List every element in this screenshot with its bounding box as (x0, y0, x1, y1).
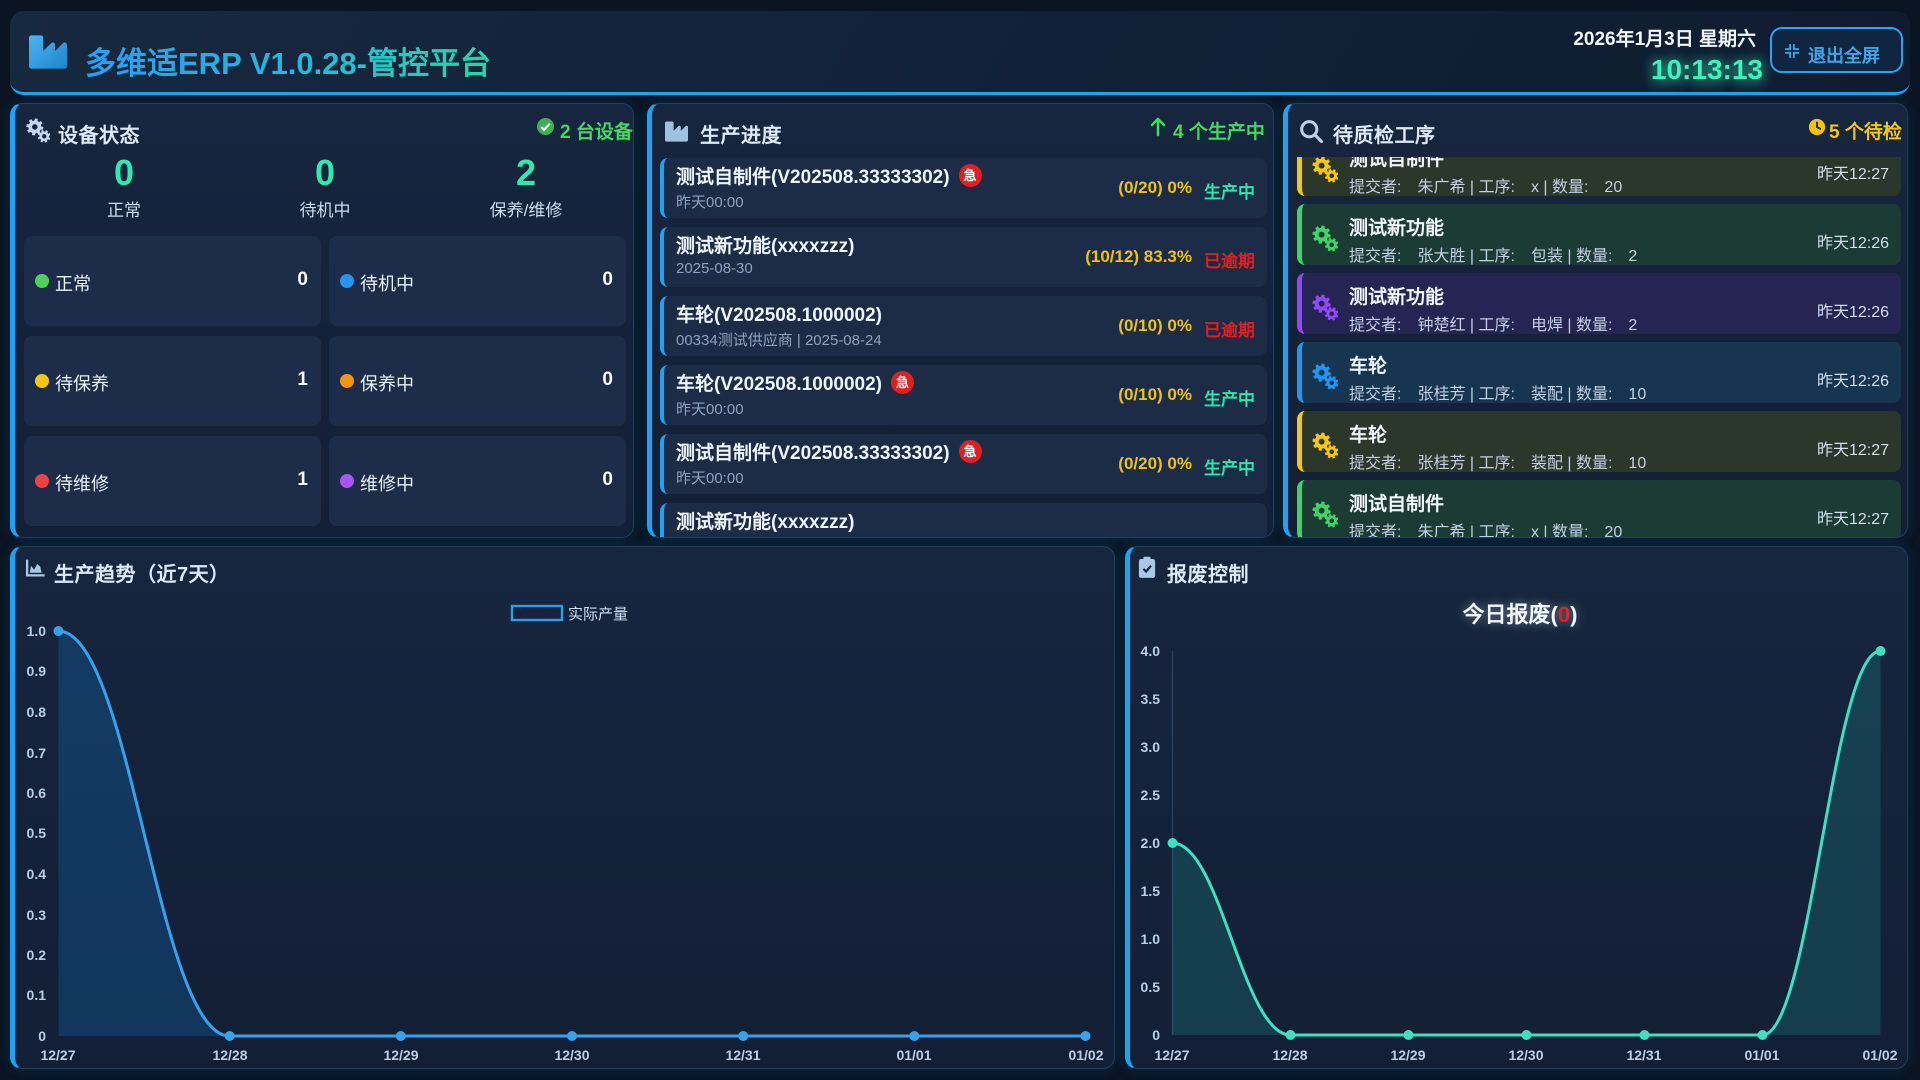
svg-text:1.5: 1.5 (1141, 883, 1161, 899)
svg-text:12/29: 12/29 (1390, 1047, 1425, 1063)
svg-text:4.0: 4.0 (1141, 643, 1161, 659)
svg-text:12/30: 12/30 (1508, 1047, 1543, 1063)
svg-text:0.5: 0.5 (1141, 979, 1161, 995)
svg-text:0.5: 0.5 (27, 825, 47, 841)
svg-text:0.7: 0.7 (27, 745, 47, 761)
svg-text:0.8: 0.8 (27, 704, 47, 720)
svg-text:12/31: 12/31 (725, 1047, 760, 1063)
svg-text:01/02: 01/02 (1068, 1047, 1103, 1063)
svg-text:0.9: 0.9 (27, 663, 47, 679)
svg-text:2.5: 2.5 (1141, 787, 1161, 803)
svg-text:3.0: 3.0 (1141, 739, 1161, 755)
svg-text:0: 0 (38, 1028, 46, 1044)
svg-text:01/02: 01/02 (1862, 1047, 1897, 1063)
svg-text:3.5: 3.5 (1141, 691, 1161, 707)
svg-text:0.2: 0.2 (27, 947, 47, 963)
svg-text:12/29: 12/29 (383, 1047, 418, 1063)
svg-text:0.4: 0.4 (27, 866, 47, 882)
svg-text:12/28: 12/28 (1272, 1047, 1307, 1063)
svg-text:01/01: 01/01 (1744, 1047, 1779, 1063)
svg-text:12/28: 12/28 (212, 1047, 247, 1063)
svg-text:0.1: 0.1 (27, 987, 47, 1003)
svg-text:实际产量: 实际产量 (568, 606, 628, 623)
svg-text:12/30: 12/30 (554, 1047, 589, 1063)
svg-text:01/01: 01/01 (896, 1047, 931, 1063)
svg-text:1.0: 1.0 (27, 623, 47, 639)
svg-text:1.0: 1.0 (1141, 931, 1161, 947)
svg-text:0.6: 0.6 (27, 785, 47, 801)
svg-text:12/27: 12/27 (40, 1047, 75, 1063)
svg-text:2.0: 2.0 (1141, 835, 1161, 851)
svg-text:12/27: 12/27 (1154, 1047, 1189, 1063)
svg-text:0: 0 (1152, 1027, 1160, 1043)
svg-text:0.3: 0.3 (27, 907, 47, 923)
svg-text:12/31: 12/31 (1626, 1047, 1661, 1063)
